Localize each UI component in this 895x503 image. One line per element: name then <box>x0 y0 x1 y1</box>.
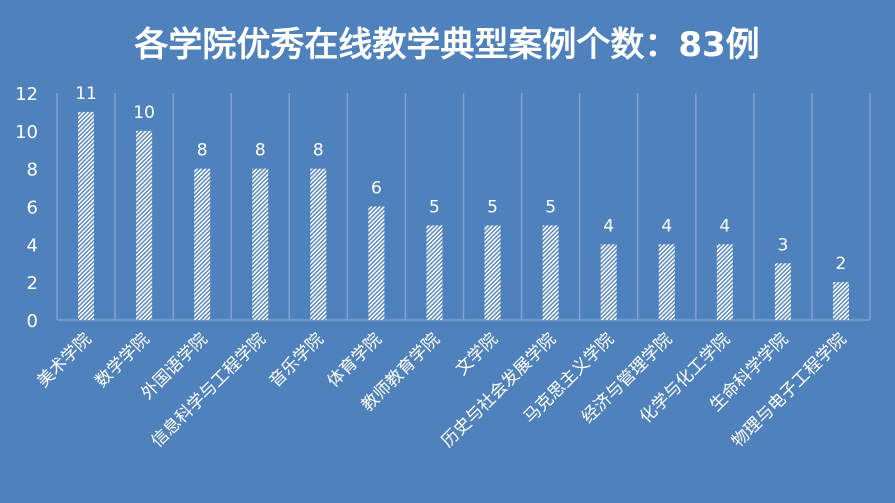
bar <box>194 168 211 320</box>
data-label: 5 <box>429 197 440 217</box>
x-tick-label: 信息科学与工程学院 <box>147 329 269 451</box>
data-label: 6 <box>371 179 382 199</box>
data-label: 2 <box>836 254 847 274</box>
bar <box>542 225 559 320</box>
data-label: 10 <box>133 103 155 123</box>
y-tick-label: 4 <box>27 235 38 256</box>
x-tick-label: 音乐学院 <box>266 329 328 391</box>
y-tick-label: 0 <box>27 311 38 332</box>
bar <box>252 168 269 320</box>
bar <box>832 282 849 320</box>
data-label: 11 <box>75 84 97 104</box>
bar <box>78 111 95 321</box>
data-label: 4 <box>603 216 614 236</box>
data-label: 8 <box>255 141 266 161</box>
bar <box>658 244 675 320</box>
y-tick-label: 8 <box>27 160 38 181</box>
bar <box>716 244 733 320</box>
data-label: 8 <box>197 141 208 161</box>
bar <box>484 225 501 320</box>
bar <box>774 263 791 320</box>
bar <box>426 225 443 320</box>
chart-title: 各学院优秀在线教学典型案例个数：83例 <box>134 25 759 65</box>
data-label: 5 <box>487 197 498 217</box>
y-tick-label: 2 <box>27 273 38 294</box>
bar <box>136 130 153 320</box>
y-tick-label: 10 <box>15 122 38 143</box>
x-tick-label: 物理与电子工程学院 <box>728 329 850 451</box>
y-tick-label: 12 <box>15 84 38 105</box>
data-label: 8 <box>313 141 324 161</box>
x-tick-label: 美术学院 <box>33 329 95 391</box>
bar <box>310 168 327 320</box>
data-label: 4 <box>719 216 730 236</box>
data-label: 4 <box>661 216 672 236</box>
data-label: 3 <box>777 235 788 255</box>
x-tick-label: 文学院 <box>452 329 502 379</box>
data-label: 5 <box>545 197 556 217</box>
bar <box>368 206 385 320</box>
y-tick-label: 6 <box>27 198 38 219</box>
bar <box>600 244 617 320</box>
